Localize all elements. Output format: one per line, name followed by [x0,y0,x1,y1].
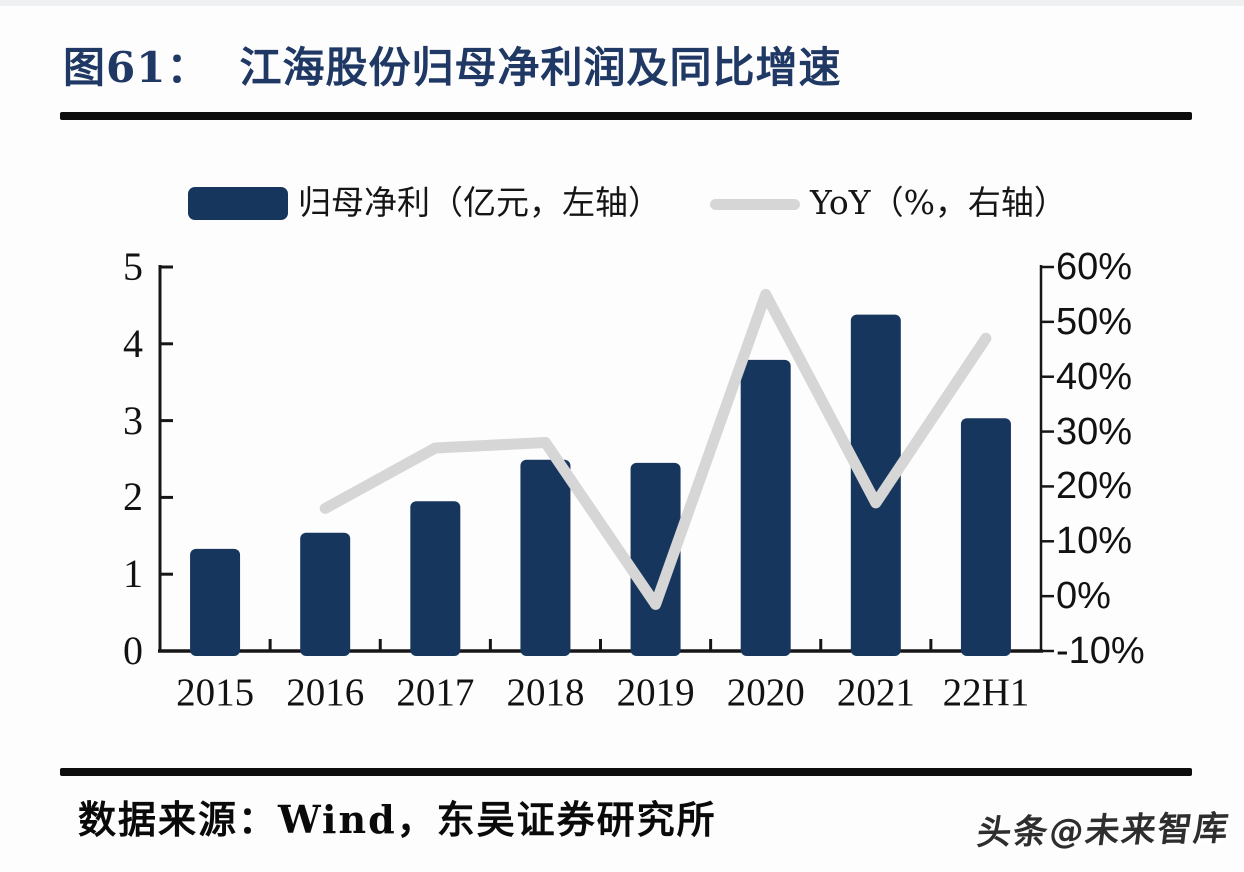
figure-caption: 图61： 江海股份归母净利润及同比增速 [63,34,841,95]
x-axis-category-label: 2017 [396,671,475,714]
data-source-text: 数据来源：Wind，东吴证券研究所 [78,797,717,842]
right-axis-tick-label: 60% [1056,246,1133,288]
bar-2018 [520,459,571,656]
left-axis-tick-label: 2 [123,474,143,520]
left-axis-tick-label: 4 [123,320,143,366]
x-axis-category-label: 2015 [176,671,255,714]
left-axis-tick-label: 5 [123,244,143,289]
divider-bottom [60,768,1192,776]
x-axis-category-label: 2019 [616,671,695,714]
right-axis-tick-label: 20% [1056,465,1133,508]
bar-2015 [190,548,241,656]
right-axis-tick-label: 0% [1056,575,1111,618]
bar-series-label: 归母净利（亿元，左轴） [298,183,661,222]
watermark-text: 头条@未来智库 [974,808,1233,854]
x-axis-category-label: 2021 [836,671,915,714]
right-axis-tick-label: -10% [1056,630,1145,672]
left-axis-tick-label: 0 [123,628,143,673]
bar-2019 [630,462,681,656]
bar-2016 [300,532,351,656]
right-axis-tick-label: 40% [1056,355,1133,398]
bar-2020 [740,359,791,656]
right-axis-tick-label: 50% [1056,300,1133,343]
right-axis-tick-label: 30% [1056,410,1133,453]
divider-top [60,112,1192,120]
bar-2017 [410,501,461,656]
yoy-line [319,288,992,610]
line-series-label: YoY（%，右轴） [810,183,1067,222]
left-axis-tick-label: 1 [123,551,143,597]
bar-22H1 [960,418,1011,656]
line-series-swatch [710,199,800,210]
x-axis-category-label: 2016 [286,671,365,714]
x-axis-category-label: 22H1 [942,671,1030,714]
page-top-edge [0,0,1244,6]
left-axis-tick-label: 3 [123,397,143,443]
figure-title: 江海股份归母净利润及同比增速 [239,43,842,92]
bar-2021 [850,314,901,656]
x-axis-category-label: 2018 [506,671,585,714]
right-axis-tick-label: 10% [1056,520,1133,563]
figure-number: 图61： [63,43,210,92]
x-axis-category-label: 2020 [726,671,805,714]
bar-series-swatch [188,187,288,220]
